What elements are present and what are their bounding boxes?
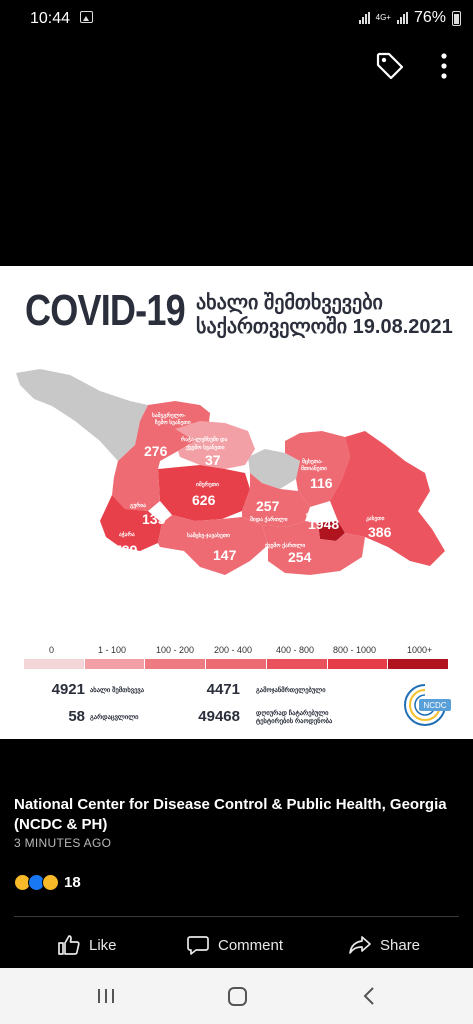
share-button[interactable]: Share <box>348 930 420 960</box>
legend-bar <box>24 659 448 669</box>
recent-apps-icon[interactable] <box>97 988 115 1004</box>
share-label: Share <box>380 937 420 954</box>
georgia-map: სამეგრელო- ზემო სვანეთი 276 რაჭა-ლეჩხუმი… <box>0 361 473 601</box>
recovered-value: 4471 <box>180 681 240 698</box>
status-time: 10:44 <box>30 10 70 28</box>
svg-text:კახეთი: კახეთი <box>366 514 385 522</box>
legend-swatch <box>24 659 84 669</box>
tests-label: დღიურად ჩატარებული ტესტირების რაოდენობა <box>256 710 332 726</box>
deaths-label: გარდაცვლილი <box>90 714 138 722</box>
legend-swatch <box>267 659 327 669</box>
reaction-count: 18 <box>64 874 81 891</box>
legend-swatch <box>388 659 448 669</box>
svg-text:135: 135 <box>142 511 166 527</box>
svg-text:მცხეთა-: მცხეთა- <box>302 457 323 465</box>
gallery-icon <box>80 11 93 23</box>
new-cases-value: 4921 <box>30 681 85 698</box>
svg-text:147: 147 <box>213 547 237 563</box>
battery-percent: 76% <box>414 9 446 27</box>
comment-icon <box>186 933 210 957</box>
tag-icon[interactable] <box>374 50 406 82</box>
svg-text:შიდა ქართლი: შიდა ქართლი <box>250 515 288 523</box>
svg-text:1948: 1948 <box>308 516 339 532</box>
share-icon <box>348 933 372 957</box>
navigation-bar <box>0 968 473 1024</box>
post-image[interactable]: COVID-19 ახალი შემთხვევები საქართველოში … <box>0 266 473 739</box>
svg-text:ქვემო ქართლი: ქვემო ქართლი <box>265 541 305 549</box>
svg-text:ზემო სვანეთი: ზემო სვანეთი <box>155 418 191 426</box>
home-icon[interactable] <box>228 987 247 1006</box>
svg-text:386: 386 <box>368 524 392 540</box>
more-icon[interactable] <box>432 52 456 80</box>
post-author[interactable]: National Center for Disease Control & Pu… <box>14 795 454 835</box>
post-actions: Like Comment Share <box>0 930 473 960</box>
svg-text:257: 257 <box>256 498 280 514</box>
recovered-label: გამოჯანმრთელებული <box>256 687 326 695</box>
infographic-title: COVID-19 <box>25 286 185 336</box>
thumbs-up-icon <box>57 933 81 957</box>
svg-text:276: 276 <box>144 443 168 459</box>
svg-text:აჭარა: აჭარა <box>119 530 135 538</box>
comment-button[interactable]: Comment <box>186 930 283 960</box>
network-type: 4G+ <box>376 14 391 22</box>
legend-swatch <box>206 659 266 669</box>
svg-text:626: 626 <box>192 492 216 508</box>
svg-text:რაჭა-ლეჩხუმი და: რაჭა-ლეჩხუმი და <box>181 435 228 443</box>
svg-text:254: 254 <box>288 549 312 565</box>
signal-icon <box>359 12 370 24</box>
deaths-value: 58 <box>30 708 85 725</box>
legend-swatch <box>328 659 388 669</box>
status-right: 4G+ 76% <box>359 9 461 27</box>
battery-icon <box>452 11 461 26</box>
tests-value: 49468 <box>180 708 240 725</box>
svg-text:სამცხე-ჯავახეთი: სამცხე-ჯავახეთი <box>187 531 230 539</box>
svg-text:მთიანეთი: მთიანეთი <box>301 464 327 472</box>
svg-text:NCDC: NCDC <box>423 701 446 710</box>
infographic-subtitle: ახალი შემთხვევები <box>196 290 383 315</box>
divider <box>14 916 459 917</box>
legend-swatch <box>85 659 145 669</box>
like-button[interactable]: Like <box>57 930 117 960</box>
region-samtskhe <box>158 515 268 575</box>
svg-text:გურია: გურია <box>130 501 146 509</box>
like-label: Like <box>89 937 117 954</box>
legend-labels: 0 1 - 100 100 - 200 200 - 400 400 - 800 … <box>24 645 448 657</box>
svg-text:116: 116 <box>310 475 333 491</box>
infographic-subtitle-date: საქართველოში 19.08.2021 <box>196 314 453 339</box>
legend-swatch <box>145 659 205 669</box>
svg-text:739: 739 <box>114 542 138 558</box>
post-time: 3 MINUTES AGO <box>14 836 111 850</box>
reactions[interactable]: 18 <box>14 874 81 891</box>
svg-text:37: 37 <box>205 452 221 468</box>
back-icon[interactable] <box>362 986 378 1006</box>
svg-text:იმერეთი: იმერეთი <box>196 480 219 488</box>
svg-text:ქვემო სვანეთი: ქვემო სვანეთი <box>186 443 225 451</box>
new-cases-label: ახალი შემთხვევა <box>90 687 144 695</box>
comment-label: Comment <box>218 937 283 954</box>
wow-reaction-icon <box>42 874 59 891</box>
svg-text:სამეგრელო-: სამეგრელო- <box>152 411 186 419</box>
signal-icon <box>397 12 408 24</box>
status-bar: 10:44 4G+ 76% <box>0 0 473 38</box>
ncdc-logo: NCDC <box>395 681 455 729</box>
